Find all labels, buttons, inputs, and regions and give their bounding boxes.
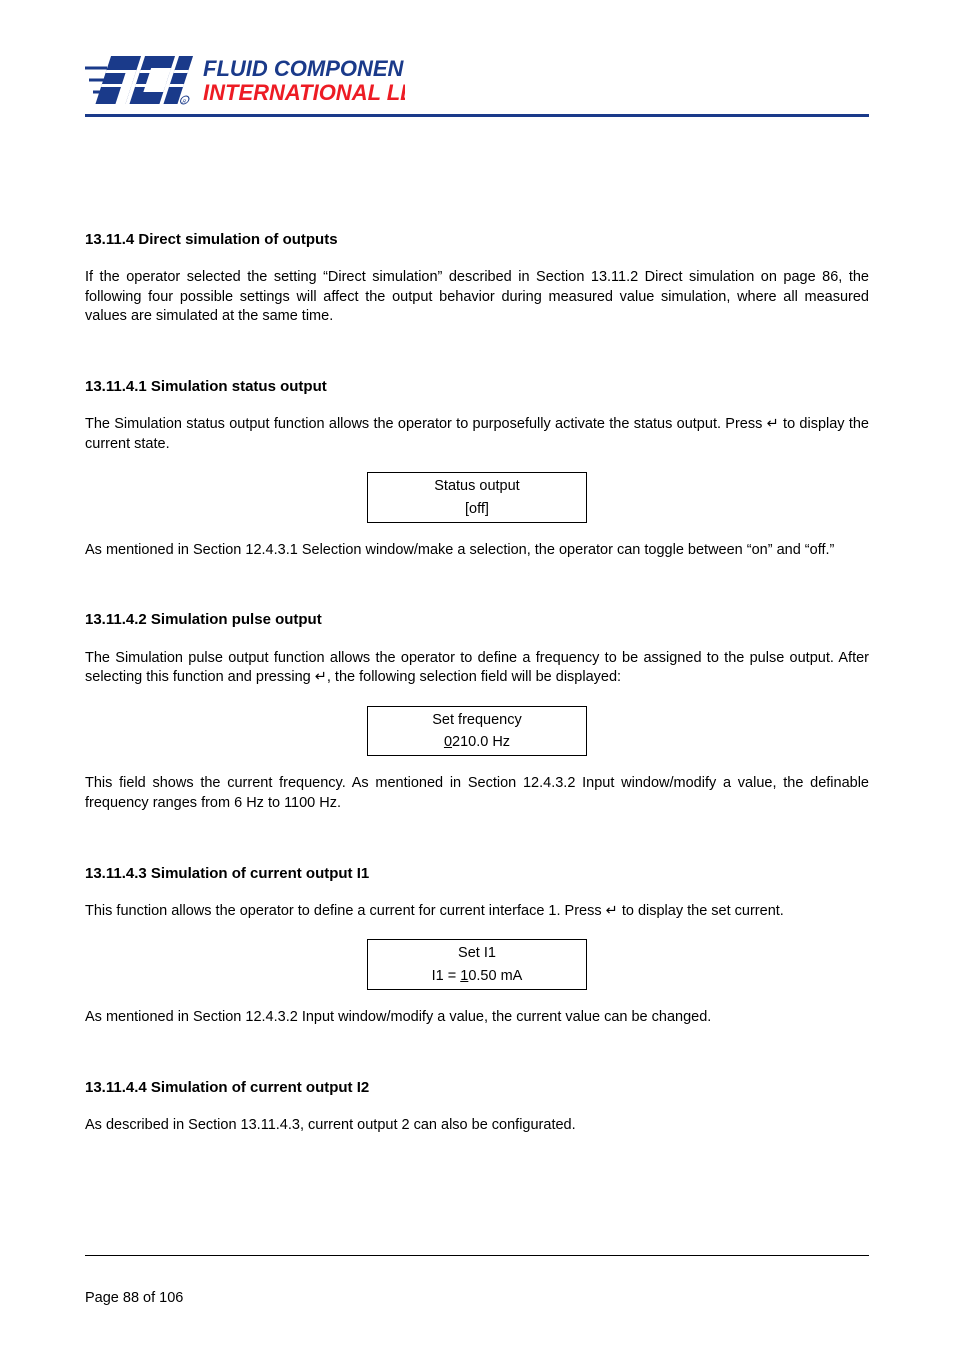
page-number: Page 88 of 106 — [85, 1290, 183, 1306]
display-s3-l2: I1 = 10.50 mA — [368, 966, 586, 986]
s3-suffix: 0.50 mA — [468, 968, 522, 984]
para-s2-intro: The Simulation pulse output function all… — [85, 649, 869, 688]
para-s1-after: As mentioned in Section 12.4.3.1 Selecti… — [85, 541, 869, 561]
logo: R FLUID COMPONENTS INTERNATIONAL LLC — [85, 50, 869, 110]
content-area: 13.11.4 Direct simulation of outputs If … — [85, 125, 869, 1135]
display-s3-l1: Set I1 — [368, 943, 586, 963]
display-set-i1: Set I1 I1 = 10.50 mA — [367, 939, 587, 990]
display-s2-l1: Set frequency — [368, 710, 586, 730]
display-s1-l1: Status output — [368, 476, 586, 496]
heading-13-11-4-1: 13.11.4.1 Simulation status output — [85, 377, 869, 397]
s2-underline: 0 — [444, 734, 452, 750]
display-status-output: Status output [off] — [367, 472, 587, 523]
logo-line2: INTERNATIONAL LLC — [203, 80, 405, 105]
s2-func-name: Simulation pulse output — [115, 650, 274, 666]
para-s3-after: As mentioned in Section 12.4.3.2 Input w… — [85, 1008, 869, 1028]
header-divider — [85, 114, 869, 117]
display-set-frequency: Set frequency 0210.0 Hz — [367, 706, 587, 757]
display-s2-l2: 0210.0 Hz — [368, 732, 586, 752]
logo-line1: FLUID COMPONENTS — [203, 56, 405, 81]
page-header: R FLUID COMPONENTS INTERNATIONAL LLC — [85, 50, 869, 117]
heading-13-11-4-4: 13.11.4.4 Simulation of current output I… — [85, 1078, 869, 1098]
svg-text:R: R — [181, 99, 187, 105]
para-s4-1: As described in Section 13.11.4.3, curre… — [85, 1116, 869, 1136]
heading-13-11-4-2: 13.11.4.2 Simulation pulse output — [85, 610, 869, 630]
s3-prefix: I1 = — [432, 968, 461, 984]
s1-func-name: Simulation status output — [114, 416, 274, 432]
para-s0-1: If the operator selected the setting “Di… — [85, 268, 869, 327]
s1-sentence-pre: The — [85, 416, 114, 432]
s2-suffix: 210.0 Hz — [452, 734, 510, 750]
heading-13-11-4: 13.11.4 Direct simulation of outputs — [85, 230, 869, 250]
para-s3-1: This function allows the operator to def… — [85, 902, 869, 922]
para-s2-after: This field shows the current frequency. … — [85, 774, 869, 813]
fci-logo-icon: R FLUID COMPONENTS INTERNATIONAL LLC — [85, 50, 405, 110]
footer-divider — [85, 1255, 869, 1256]
s2-sentence-pre: The — [85, 650, 115, 666]
page-container: R FLUID COMPONENTS INTERNATIONAL LLC 13.… — [0, 0, 954, 1351]
display-s1-l2: [off] — [368, 499, 586, 519]
para-s1-intro: The Simulation status output function al… — [85, 415, 869, 454]
heading-13-11-4-3: 13.11.4.3 Simulation of current output I… — [85, 864, 869, 884]
